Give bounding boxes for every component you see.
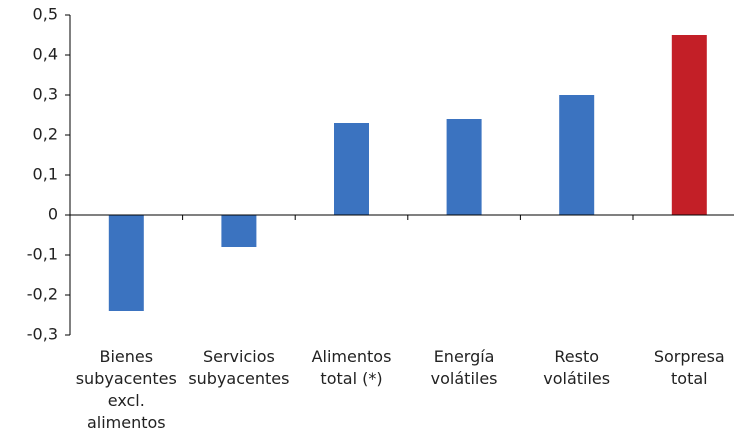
y-tick-label: -0,3 [27,325,58,344]
bar [671,35,707,215]
y-tick-label: -0,1 [27,245,58,264]
x-label-box: Resto volátiles [543,347,611,388]
bar [221,215,257,247]
bar [334,123,369,215]
x-label-box: Servicios subyacentes [188,347,290,388]
y-tick-label: 0,5 [33,5,58,24]
x-label-box: Energía volátiles [430,347,498,388]
x-label-box: Alimentos total (*) [311,347,392,388]
bar [108,215,144,311]
x-tick-label: Energía volátiles [430,347,498,388]
y-tick-label: 0,1 [33,165,58,184]
x-tick-label: Resto volátiles [543,347,611,388]
y-tick-label: 0,2 [33,125,58,144]
x-tick-label: Bienes subyacentes excl. alimentos [75,347,177,432]
x-tick-label: Alimentos total (*) [311,347,392,388]
y-tick-label: 0 [48,205,58,224]
y-tick-label: 0,4 [33,45,58,64]
x-label-box: Sorpresa total [653,347,725,388]
bar [559,95,595,215]
x-tick-label: Sorpresa total [653,347,725,388]
y-tick-label: -0,2 [27,285,58,304]
x-label-box: Bienes subyacentes excl. alimentos [75,347,177,432]
y-tick-label: 0,3 [33,85,58,104]
x-tick-label: Servicios subyacentes [188,347,290,388]
bar [446,119,482,215]
